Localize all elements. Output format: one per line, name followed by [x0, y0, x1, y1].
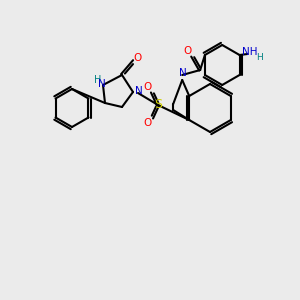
Text: H: H: [94, 75, 102, 85]
Text: O: O: [183, 46, 191, 56]
Text: NH: NH: [242, 47, 257, 57]
Text: N: N: [135, 86, 143, 96]
Text: H: H: [256, 53, 263, 62]
Text: O: O: [134, 53, 142, 63]
Text: N: N: [179, 68, 187, 78]
Text: S: S: [154, 98, 162, 112]
Text: O: O: [144, 118, 152, 128]
Text: N: N: [98, 79, 106, 89]
Text: O: O: [144, 82, 152, 92]
